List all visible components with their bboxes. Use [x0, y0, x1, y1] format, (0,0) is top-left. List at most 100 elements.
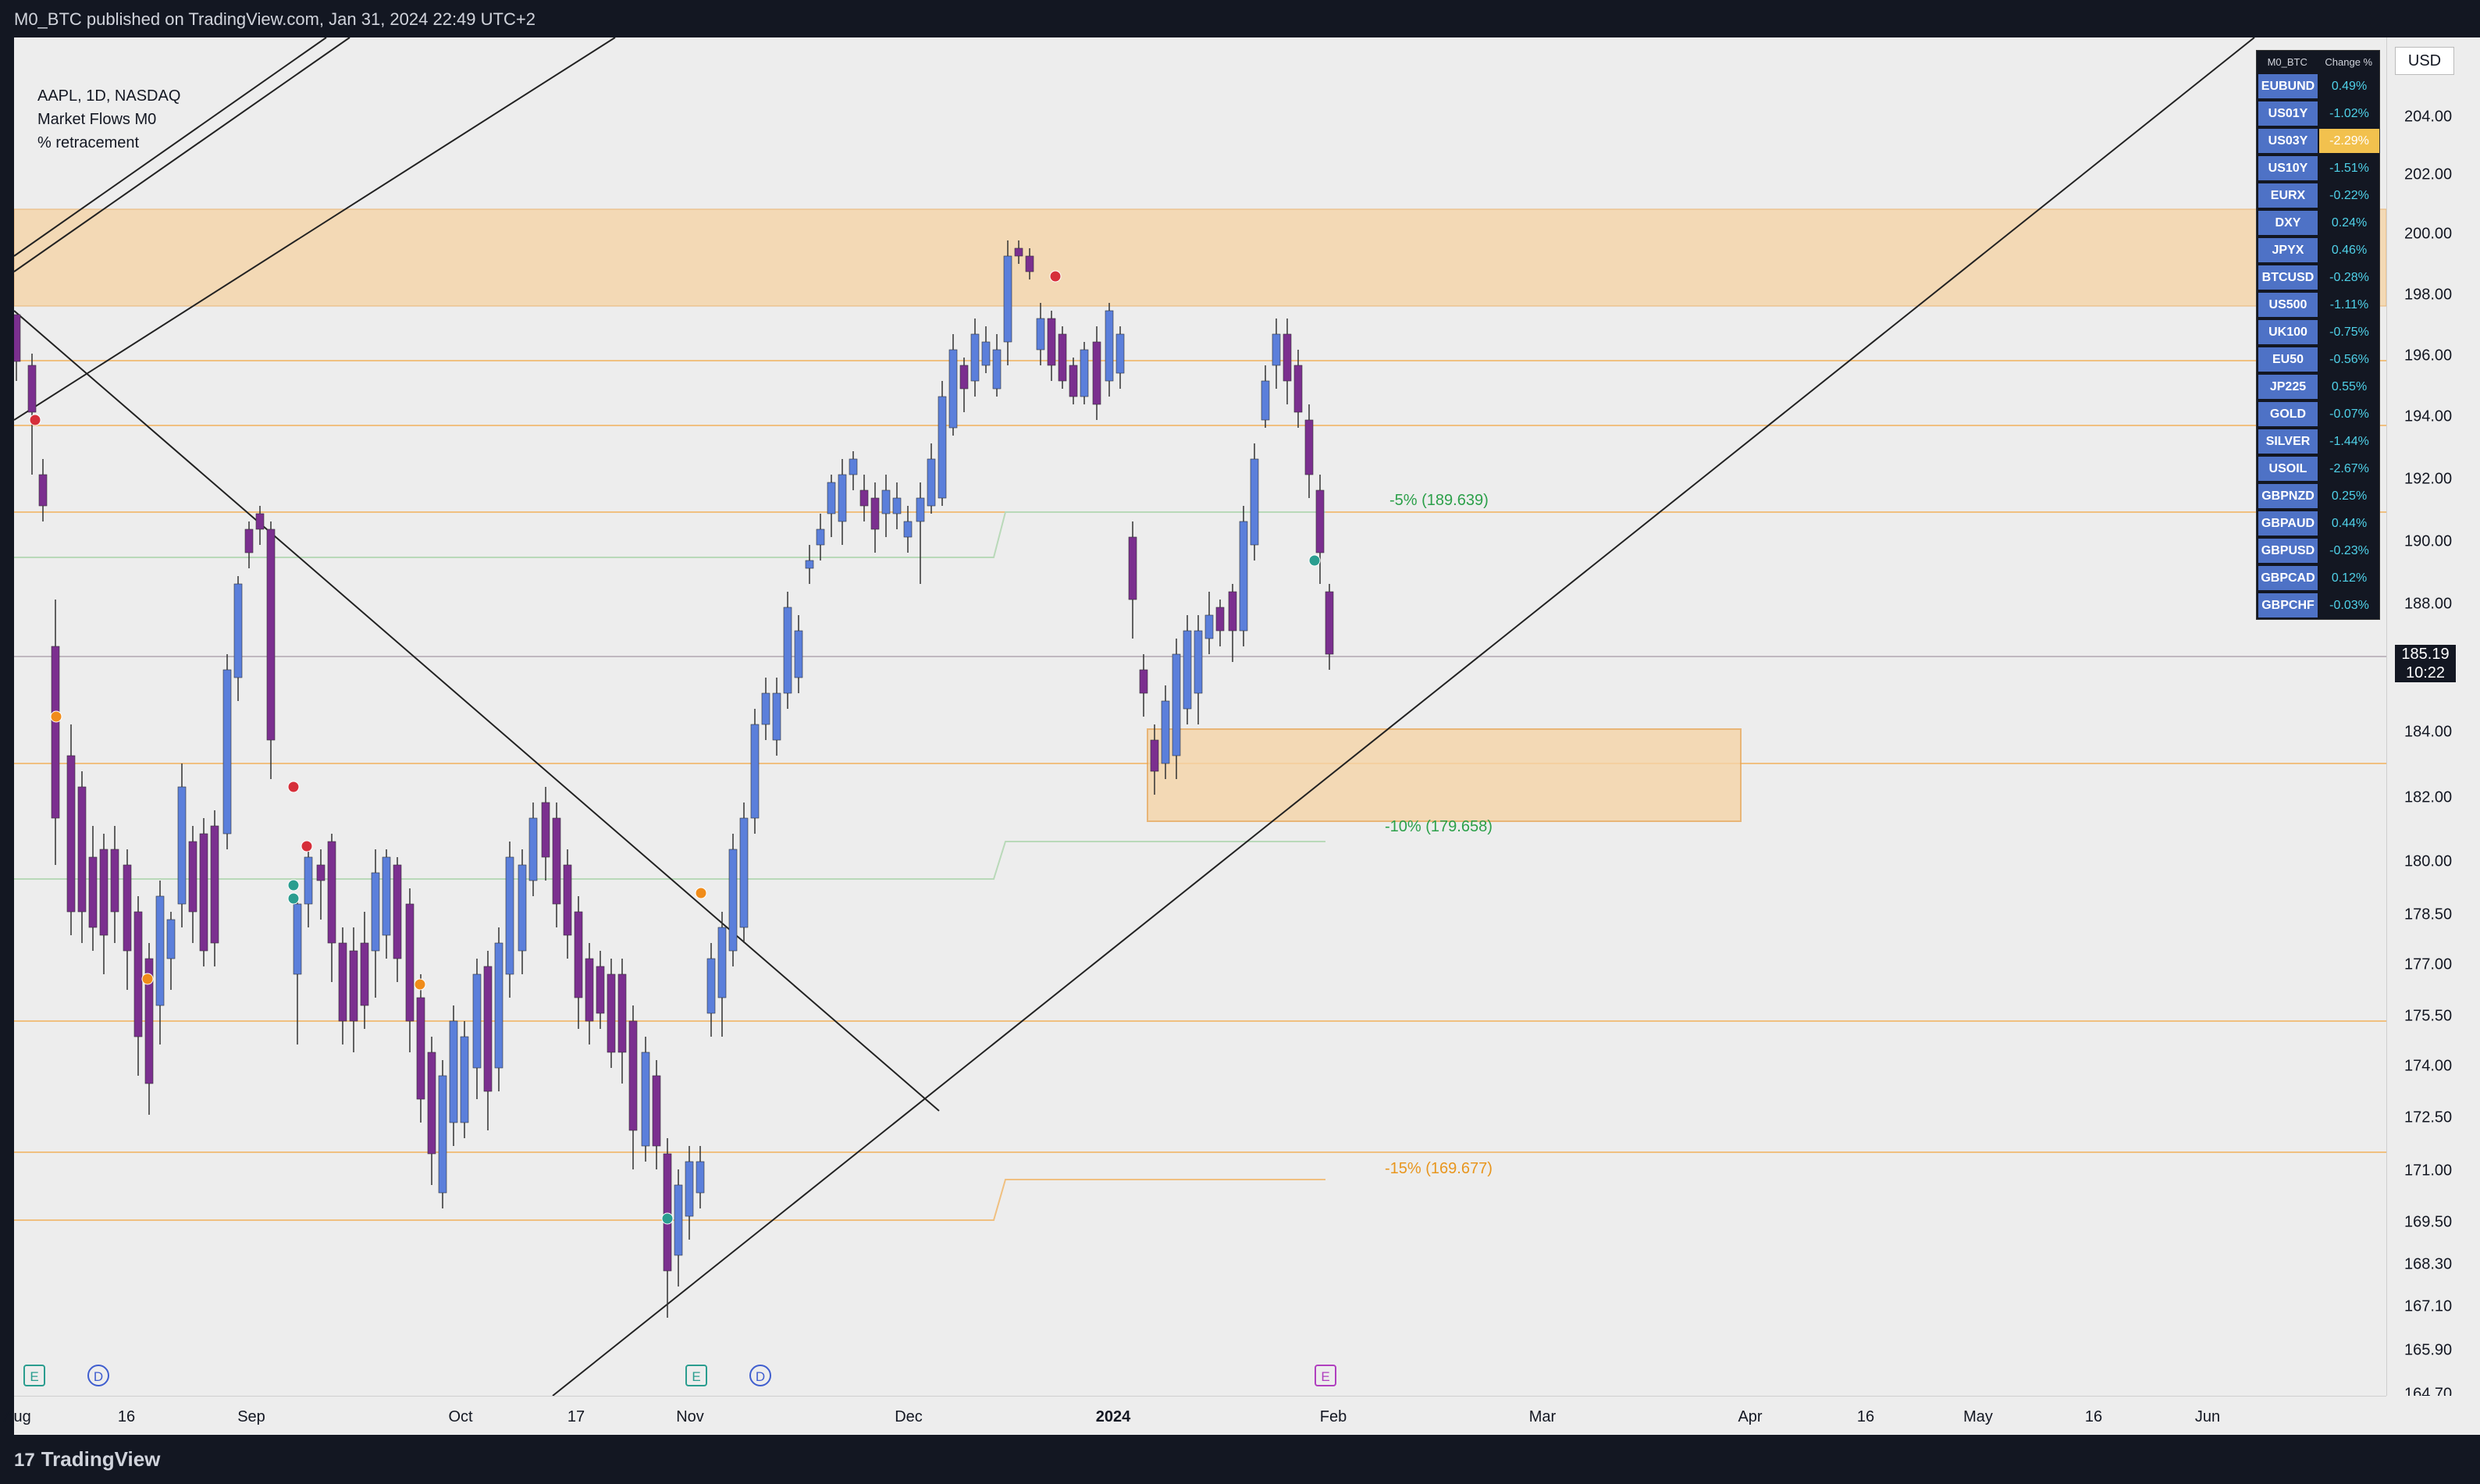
- candle-body: [123, 864, 132, 952]
- change-value: 0.44%: [2331, 517, 2368, 530]
- candle-body: [1261, 380, 1270, 421]
- time-axis-label: 16: [2084, 1408, 2103, 1425]
- signal-dot: [287, 879, 300, 891]
- price-axis-label: 188.00: [2404, 595, 2453, 613]
- candle-body: [155, 895, 165, 1006]
- candle-body: [222, 669, 232, 835]
- change-symbol: GOLD: [2258, 402, 2318, 426]
- dividend-marker-icon[interactable]: D: [87, 1365, 109, 1386]
- candle-body: [628, 1020, 638, 1131]
- candle-body: [99, 849, 109, 936]
- time-axis-label: 16: [1856, 1408, 1875, 1425]
- candle-body: [903, 521, 913, 538]
- candle-body: [948, 349, 958, 429]
- channel-line: [14, 37, 616, 421]
- candle-body: [596, 966, 605, 1014]
- price-axis-label: 167.10: [2404, 1297, 2453, 1315]
- change-symbol: GBPAUD: [2258, 511, 2318, 536]
- candle-body: [783, 607, 792, 694]
- candle-body: [1036, 318, 1045, 351]
- change-value: -2.29%: [2319, 129, 2379, 153]
- price-axis-label: 182.00: [2404, 788, 2453, 806]
- change-symbol: EURX: [2258, 183, 2318, 208]
- candle-body: [327, 841, 336, 944]
- price-axis-label: 184.00: [2404, 723, 2453, 741]
- dividend-marker-icon[interactable]: D: [749, 1365, 771, 1386]
- candle-body: [1003, 255, 1012, 343]
- earnings-marker-icon[interactable]: E: [23, 1365, 45, 1386]
- earnings-marker-icon[interactable]: E: [685, 1365, 707, 1386]
- change-value: -0.07%: [2329, 407, 2369, 421]
- last-price: 185.19: [2401, 646, 2450, 663]
- candle-body: [1080, 349, 1089, 397]
- change-symbol: GBPUSD: [2258, 539, 2318, 563]
- publish-header: M0_BTC published on TradingView.com, Jan…: [0, 0, 2480, 37]
- candle-body: [1315, 489, 1325, 553]
- change-value: -0.22%: [2329, 189, 2369, 202]
- price-axis-label: 204.00: [2404, 108, 2453, 126]
- change-symbol: US03Y: [2258, 129, 2318, 153]
- change-table-row: UK100 -0.75%: [2257, 319, 2379, 346]
- candle-body: [528, 817, 538, 881]
- retracement-10-label: -10% (179.658): [1385, 818, 1493, 835]
- candle-body: [1172, 653, 1181, 756]
- candle-body: [838, 474, 847, 522]
- signal-dot: [695, 887, 707, 899]
- time-axis[interactable]: [14, 1396, 2386, 1436]
- change-symbol: SILVER: [2258, 429, 2318, 454]
- candle-body: [827, 482, 836, 514]
- signal-dot: [141, 973, 154, 985]
- currency-button[interactable]: USD: [2395, 47, 2454, 75]
- candle-body: [1194, 630, 1203, 694]
- change-symbol: USOIL: [2258, 457, 2318, 481]
- candle-body: [338, 942, 347, 1022]
- candle-body: [706, 958, 716, 1014]
- candle-body: [816, 528, 825, 546]
- chart-pane[interactable]: AAPL, 1D, NASDAQ Market Flows M0 % retra…: [14, 37, 2386, 1396]
- price-axis-label: 198.00: [2404, 286, 2453, 304]
- change-table-col1: M0_BTC: [2267, 55, 2307, 68]
- candle-body: [304, 856, 313, 905]
- candle-body: [739, 817, 749, 928]
- candle-body: [360, 942, 369, 1006]
- candle-body: [449, 1020, 458, 1123]
- change-table-row: GBPCAD 0.12%: [2257, 564, 2379, 592]
- change-value: 0.49%: [2331, 80, 2368, 93]
- candle-body: [166, 919, 176, 959]
- time-axis-label: Aug: [3, 1408, 31, 1425]
- candle-body: [772, 692, 781, 741]
- price-axis-label: 168.30: [2404, 1255, 2453, 1273]
- channel-line: [14, 37, 350, 272]
- change-value: -0.23%: [2329, 544, 2369, 557]
- change-value: 0.12%: [2331, 571, 2368, 585]
- change-symbol: US10Y: [2258, 156, 2318, 180]
- retracement-10-line: [14, 841, 1325, 880]
- price-axis-label: 178.50: [2404, 906, 2453, 923]
- time-axis-label: 16: [117, 1408, 136, 1425]
- price-axis-label: 171.00: [2404, 1162, 2453, 1180]
- candle-body: [1228, 591, 1237, 632]
- candle-body: [266, 528, 276, 741]
- price-axis-label: 174.00: [2404, 1057, 2453, 1075]
- change-symbol: GBPCHF: [2258, 593, 2318, 617]
- change-table-row: US03Y -2.29%: [2257, 127, 2379, 155]
- price-axis[interactable]: 204.00 202.00 200.00 198.00 196.00 194.00 192.…: [2386, 37, 2480, 1403]
- candle-body: [427, 1052, 436, 1155]
- upcoming-earnings-marker-icon[interactable]: E: [1315, 1365, 1336, 1386]
- candle-body: [1025, 255, 1034, 272]
- candle-body: [728, 849, 738, 952]
- candle-body: [663, 1153, 672, 1272]
- price-axis-label: 177.00: [2404, 956, 2453, 973]
- time-axis-label: Mar: [1528, 1408, 1557, 1425]
- change-symbol: EUBUND: [2258, 74, 2318, 98]
- tradingview-logo[interactable]: 17 TradingView: [14, 1447, 160, 1472]
- candle-body: [1183, 630, 1192, 710]
- tradingview-logo-icon: 17: [14, 1450, 35, 1471]
- candle-body: [916, 497, 925, 522]
- left-edge: [0, 37, 14, 1435]
- candle-body: [210, 825, 219, 944]
- candle-body: [144, 958, 154, 1084]
- candle-body: [14, 314, 21, 362]
- change-value: 0.24%: [2331, 216, 2368, 230]
- candles: [14, 240, 1334, 1318]
